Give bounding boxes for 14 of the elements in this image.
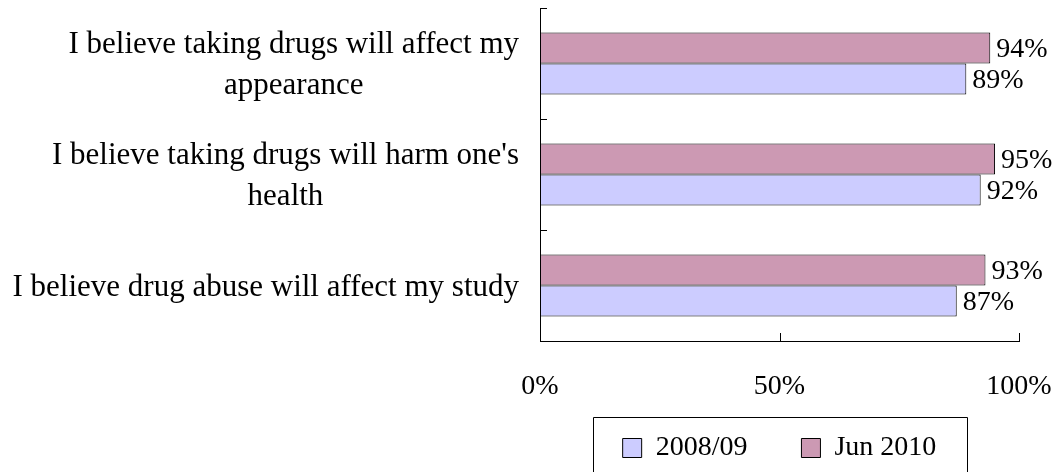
data-label: 89% [972,63,1024,95]
x-tick-label: 100% [986,369,1052,401]
legend-label: 2008/09 [655,430,748,462]
data-label: 94% [996,32,1048,64]
data-label: 93% [991,254,1043,286]
y-tick-label: I believe taking drugs will harm one's health [51,136,519,213]
data-label: 95% [1001,143,1053,175]
y-tick-label: I believe taking drugs will affect my appearance [68,25,520,102]
x-tick-label: 0% [521,369,559,401]
data-label: 92% [986,174,1039,206]
legend-label: Jun 2010 [834,430,937,462]
y-tick-label: I believe drug abuse will affect my study [12,267,520,303]
data-label: 87% [962,285,1015,317]
x-tick-label: 50% [753,369,806,401]
